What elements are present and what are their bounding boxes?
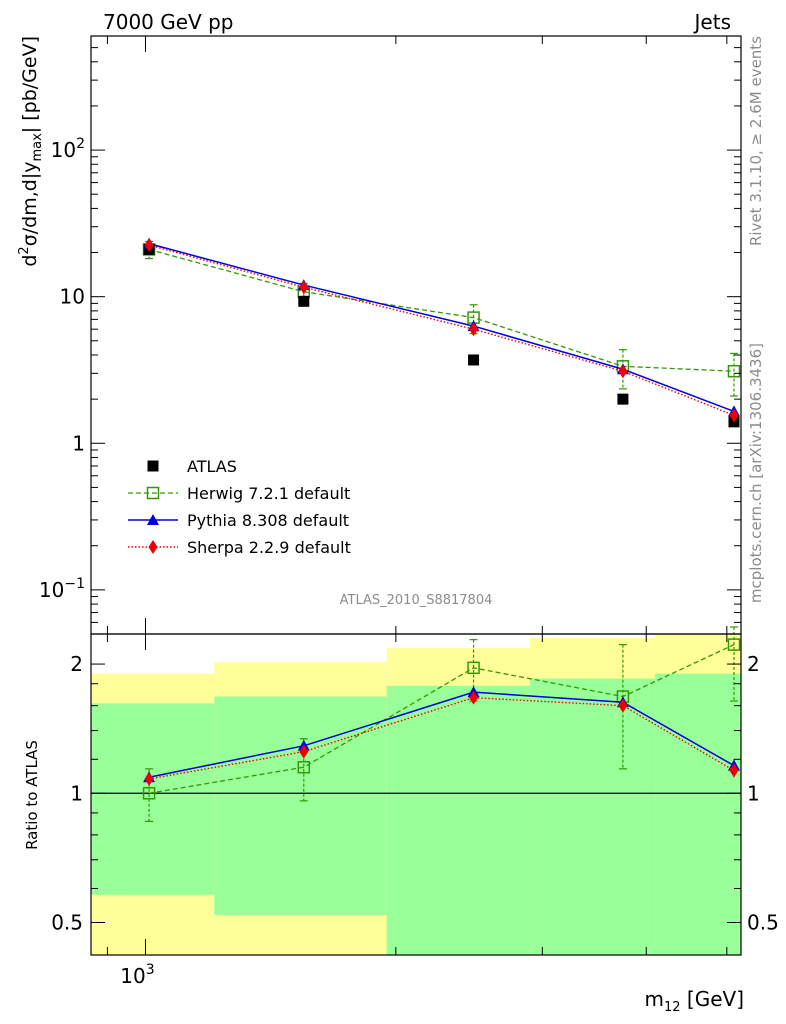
ratio-y-axis-label: Ratio to ATLAS: [23, 740, 41, 850]
sherpa-point: [148, 540, 158, 554]
legend-label-sherpa: Sherpa 2.2.9 default: [187, 538, 351, 557]
herwig-point: [467, 661, 480, 675]
main-y-tick-label: 102: [51, 136, 85, 162]
sherpa-point: [618, 364, 628, 379]
tick-mantissa: 10: [39, 578, 64, 602]
tick-exponent: 2: [76, 136, 85, 152]
x-label-m: m: [645, 987, 664, 1011]
y-label-sub: max: [30, 133, 45, 162]
header-right: Jets: [693, 10, 731, 34]
ratio-y-tick-label: 2: [70, 652, 83, 676]
herwig-point: [727, 364, 741, 378]
y-label-end: | [pb/GeV]: [19, 36, 41, 133]
legend: ATLAS Herwig 7.2.1 default Pythia 8.308 de…: [128, 457, 351, 557]
main-y-tick-label: 10: [60, 285, 85, 309]
main-y-axis-label: d2σ/dm,d|ymax| [pb/GeV]: [17, 36, 45, 267]
x-axis-label: m12 [GeV]: [645, 987, 744, 1015]
sherpa-line: [148, 244, 735, 417]
legend-label-atlas: ATLAS: [187, 457, 237, 476]
y-label-d: d: [19, 255, 41, 267]
tick-exponent: −1: [64, 576, 85, 592]
ratio-plot-area: [91, 634, 741, 955]
legend-label-pythia: Pythia 8.308 default: [187, 511, 349, 530]
sherpa-point: [299, 280, 309, 295]
sherpa-point: [469, 322, 479, 337]
herwig-point: [297, 760, 311, 774]
y-label-mid: σ/dm,d|y: [19, 162, 41, 247]
pythia-line: [148, 242, 735, 413]
atlas-point: [468, 354, 480, 366]
atlas-point: [147, 460, 159, 472]
side-text-top: Rivet 3.1.10, ≥ 2.6M events: [747, 36, 765, 246]
ratio-series-layer: [142, 626, 741, 822]
x-label-sub: 12: [664, 1000, 681, 1015]
herwig-point: [727, 638, 741, 651]
ratio-y-tick-label: 0.5: [51, 910, 83, 934]
sherpa-point: [729, 408, 739, 423]
herwig-point: [146, 486, 160, 500]
sherpa-point: [144, 771, 154, 786]
sherpa-point: [729, 763, 739, 778]
ratio-y-tick-label-right: 2: [747, 652, 760, 676]
ratio-frame: [90, 633, 742, 956]
ratio-y-tick-label-right: 1: [747, 781, 760, 805]
herwig-line: [148, 644, 735, 794]
ratio-band-inner: [530, 678, 656, 955]
y-label-sup: 2: [17, 246, 32, 254]
sherpa-point: [469, 690, 479, 705]
ratio-band-inner: [386, 685, 531, 955]
ratio-band-inner: [655, 673, 741, 955]
atlas-point: [617, 393, 629, 405]
ratio-y-tick-label-right: 0.5: [747, 910, 779, 934]
x-tick-label: 103: [120, 962, 154, 988]
side-text-bottom: mcplots.cern.ch [arXiv:1306.3436]: [747, 343, 765, 603]
sherpa-point: [299, 744, 309, 759]
herwig-point: [142, 787, 156, 800]
legend-label-herwig: Herwig 7.2.1 default: [187, 484, 350, 503]
header-left: 7000 GeV pp: [103, 10, 234, 34]
sherpa-point: [618, 698, 628, 713]
main-series-layer: [142, 237, 741, 428]
sherpa-point: [144, 238, 154, 253]
atlas-point: [298, 295, 310, 307]
ratio-band-inner: [214, 696, 387, 916]
pythia-point: [147, 514, 159, 525]
tick-mantissa: 10: [51, 138, 76, 162]
main-y-tick-label: 10−1: [39, 576, 85, 602]
analysis-id: ATLAS_2010_S8817804: [340, 593, 493, 608]
main-y-tick-label: 1: [72, 431, 85, 455]
tick-mantissa: 10: [120, 964, 145, 988]
tick-exponent: 3: [146, 962, 155, 978]
x-label-end: [GeV]: [681, 987, 744, 1011]
ratio-y-tick-label: 1: [70, 781, 83, 805]
